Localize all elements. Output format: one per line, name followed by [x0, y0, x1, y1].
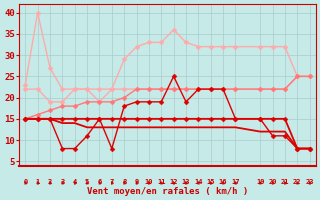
X-axis label: Vent moyen/en rafales ( km/h ): Vent moyen/en rafales ( km/h ) [87, 187, 248, 196]
